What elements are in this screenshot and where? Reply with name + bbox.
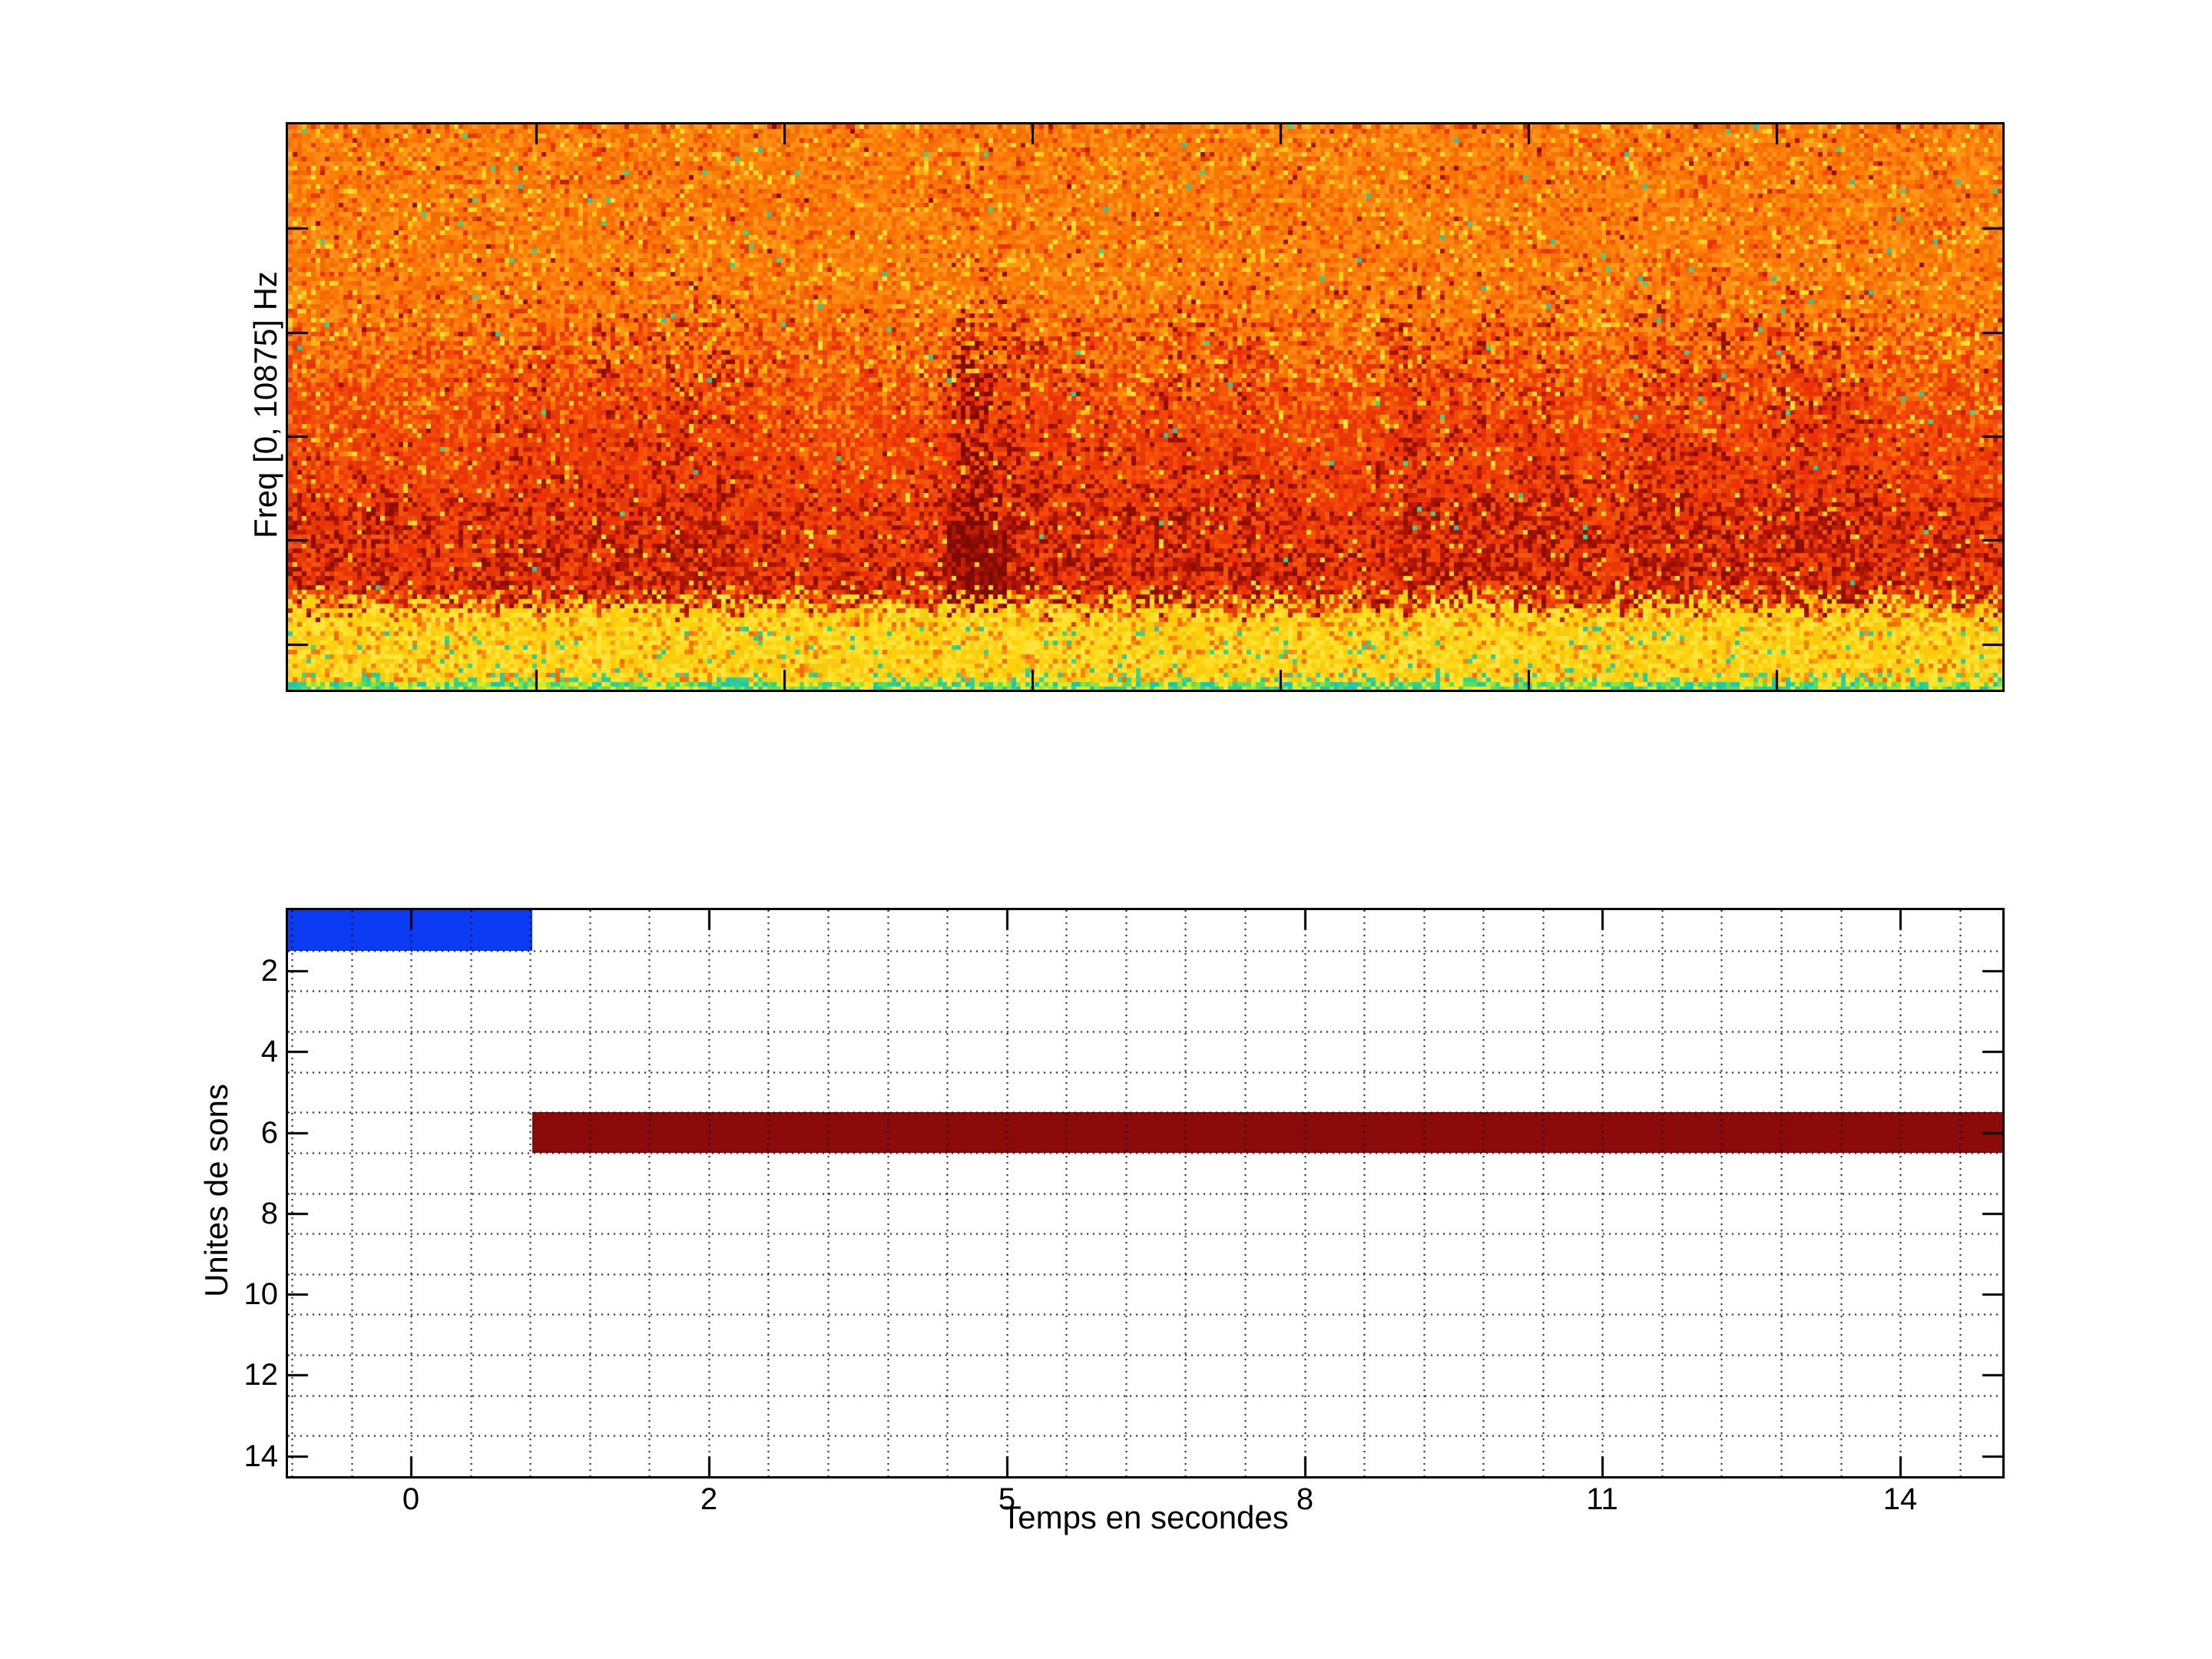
y-tick-label: 4	[260, 1035, 278, 1068]
x-tick-label: 2	[700, 1482, 718, 1516]
y-tick-label: 10	[243, 1277, 279, 1311]
spectrogram-y-axis-label: Freq [0, 10875] Hz	[247, 271, 283, 538]
x-tick-label: 0	[402, 1482, 420, 1516]
x-tick-label: 8	[1296, 1482, 1314, 1516]
y-tick-label: 6	[260, 1116, 278, 1150]
grid-canvas	[288, 910, 2002, 1476]
y-tick-label: 14	[243, 1439, 279, 1473]
x-tick-label: 5	[998, 1482, 1016, 1516]
y-tick-label: 12	[243, 1358, 279, 1392]
y-tick-label: 2	[260, 954, 278, 988]
sound-unit-bar-1	[288, 910, 532, 951]
sound-units-plot	[286, 908, 2005, 1479]
sound-unit-bar-6	[532, 1112, 2002, 1153]
spectrogram-plot	[286, 122, 2005, 692]
y-tick-label: 8	[260, 1197, 278, 1230]
time-x-axis-label: Temps en secondes	[1002, 1499, 1289, 1535]
x-tick-label: 11	[1586, 1482, 1618, 1516]
spectrogram-canvas	[288, 124, 2002, 690]
x-tick-label: 14	[1883, 1482, 1918, 1516]
